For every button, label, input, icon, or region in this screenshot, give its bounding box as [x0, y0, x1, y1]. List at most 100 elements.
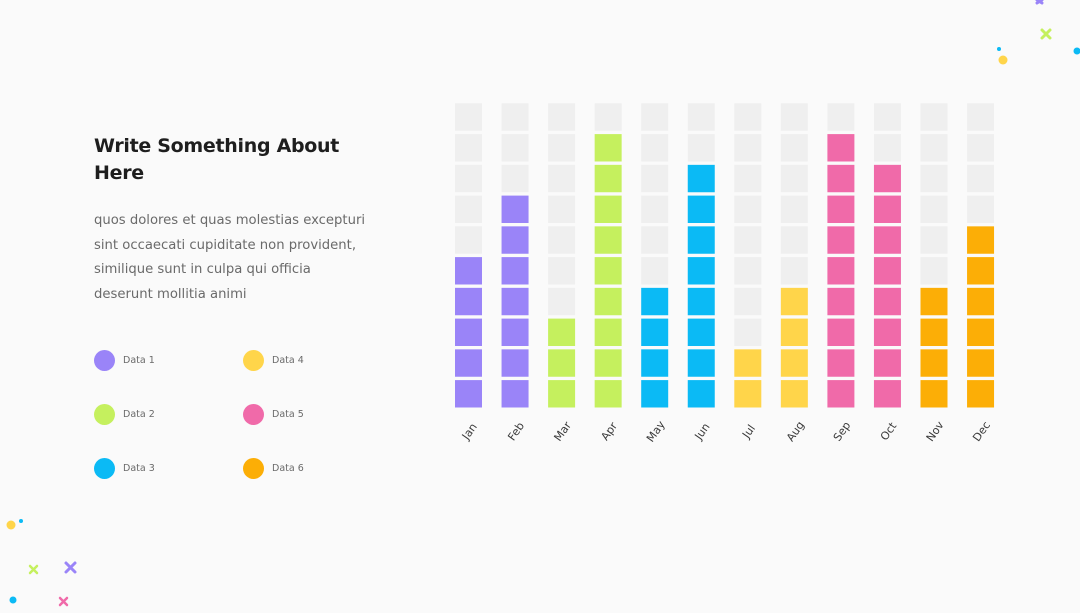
bar-aug — [781, 103, 808, 407]
bar-block-empty — [967, 103, 994, 130]
bar-block-empty — [595, 103, 622, 130]
bar-block-filled — [455, 288, 482, 315]
bar-block-empty — [734, 134, 761, 161]
bar-block-filled — [688, 288, 715, 315]
bar-block-empty — [641, 103, 668, 130]
bar-block-filled — [734, 380, 761, 407]
bar-block-empty — [548, 288, 575, 315]
bar-block-filled — [688, 226, 715, 253]
bar-block-empty — [502, 103, 529, 130]
bar-block-filled — [595, 319, 622, 346]
bar-block-empty — [641, 226, 668, 253]
bar-block-filled — [874, 349, 901, 376]
bar-block-empty — [688, 103, 715, 130]
x-tick-label: Jun — [692, 421, 713, 443]
bar-block-empty — [781, 196, 808, 223]
bar-block-filled — [874, 380, 901, 407]
x-tick-label: Jan — [459, 421, 480, 443]
bar-block-empty — [734, 319, 761, 346]
x-tick-label: Feb — [505, 420, 527, 443]
bar-block-empty — [641, 196, 668, 223]
bar-block-empty — [502, 165, 529, 192]
bar-block-empty — [921, 257, 948, 284]
bar-block-filled — [827, 319, 854, 346]
bar-block-empty — [734, 103, 761, 130]
x-tick-label: Aug — [784, 419, 807, 444]
bar-block-filled — [967, 319, 994, 346]
bar-block-filled — [455, 319, 482, 346]
bar-block-empty — [921, 226, 948, 253]
bar-block-filled — [827, 226, 854, 253]
bar-block-filled — [874, 165, 901, 192]
x-tick-label: Dec — [970, 419, 993, 444]
bar-block-empty — [548, 196, 575, 223]
x-tick-label: Jul — [739, 422, 758, 441]
bar-block-filled — [641, 380, 668, 407]
bar-block-filled — [827, 349, 854, 376]
bar-block-empty — [967, 134, 994, 161]
bar-block-empty — [734, 288, 761, 315]
bar-block-filled — [827, 165, 854, 192]
bar-oct — [874, 103, 901, 407]
bar-block-filled — [688, 319, 715, 346]
bar-block-empty — [455, 165, 482, 192]
bar-block-filled — [595, 165, 622, 192]
bar-block-filled — [781, 380, 808, 407]
bar-block-filled — [827, 134, 854, 161]
bar-block-filled — [595, 226, 622, 253]
bar-block-filled — [688, 380, 715, 407]
bar-block-filled — [641, 319, 668, 346]
bar-block-filled — [455, 380, 482, 407]
bar-block-filled — [827, 380, 854, 407]
bar-block-empty — [781, 103, 808, 130]
bar-block-filled — [874, 288, 901, 315]
bar-block-filled — [967, 349, 994, 376]
bar-block-empty — [781, 165, 808, 192]
bar-nov — [921, 103, 948, 407]
bar-block-filled — [921, 349, 948, 376]
bar-block-empty — [688, 134, 715, 161]
bar-block-filled — [688, 196, 715, 223]
bar-block-empty — [641, 134, 668, 161]
bar-block-filled — [688, 349, 715, 376]
bar-block-filled — [641, 349, 668, 376]
bar-block-filled — [874, 319, 901, 346]
bar-block-empty — [874, 134, 901, 161]
bar-block-filled — [781, 288, 808, 315]
bar-block-filled — [548, 380, 575, 407]
bar-block-filled — [827, 196, 854, 223]
bar-block-empty — [455, 134, 482, 161]
bar-block-empty — [548, 226, 575, 253]
bar-block-filled — [781, 319, 808, 346]
bar-block-empty — [967, 165, 994, 192]
bar-block-empty — [502, 134, 529, 161]
bar-block-empty — [548, 257, 575, 284]
x-tick-label: Apr — [599, 420, 621, 443]
bar-block-filled — [502, 196, 529, 223]
x-tick-label: Oct — [878, 419, 900, 443]
bar-block-empty — [734, 165, 761, 192]
bar-block-filled — [967, 257, 994, 284]
bar-block-empty — [455, 226, 482, 253]
bar-block-filled — [874, 257, 901, 284]
bar-block-filled — [641, 288, 668, 315]
bar-block-empty — [734, 257, 761, 284]
bar-block-filled — [502, 257, 529, 284]
bar-block-empty — [921, 165, 948, 192]
bar-block-filled — [595, 196, 622, 223]
bar-apr — [595, 103, 622, 407]
bar-block-filled — [595, 349, 622, 376]
bar-block-empty — [455, 103, 482, 130]
bar-block-empty — [921, 103, 948, 130]
bar-block-filled — [734, 349, 761, 376]
bar-block-filled — [502, 349, 529, 376]
bar-block-filled — [921, 319, 948, 346]
bar-block-empty — [548, 134, 575, 161]
bar-block-empty — [827, 103, 854, 130]
bar-block-empty — [781, 134, 808, 161]
bar-block-filled — [967, 380, 994, 407]
bar-block-filled — [502, 380, 529, 407]
bar-jun — [688, 103, 715, 407]
bar-block-filled — [595, 380, 622, 407]
